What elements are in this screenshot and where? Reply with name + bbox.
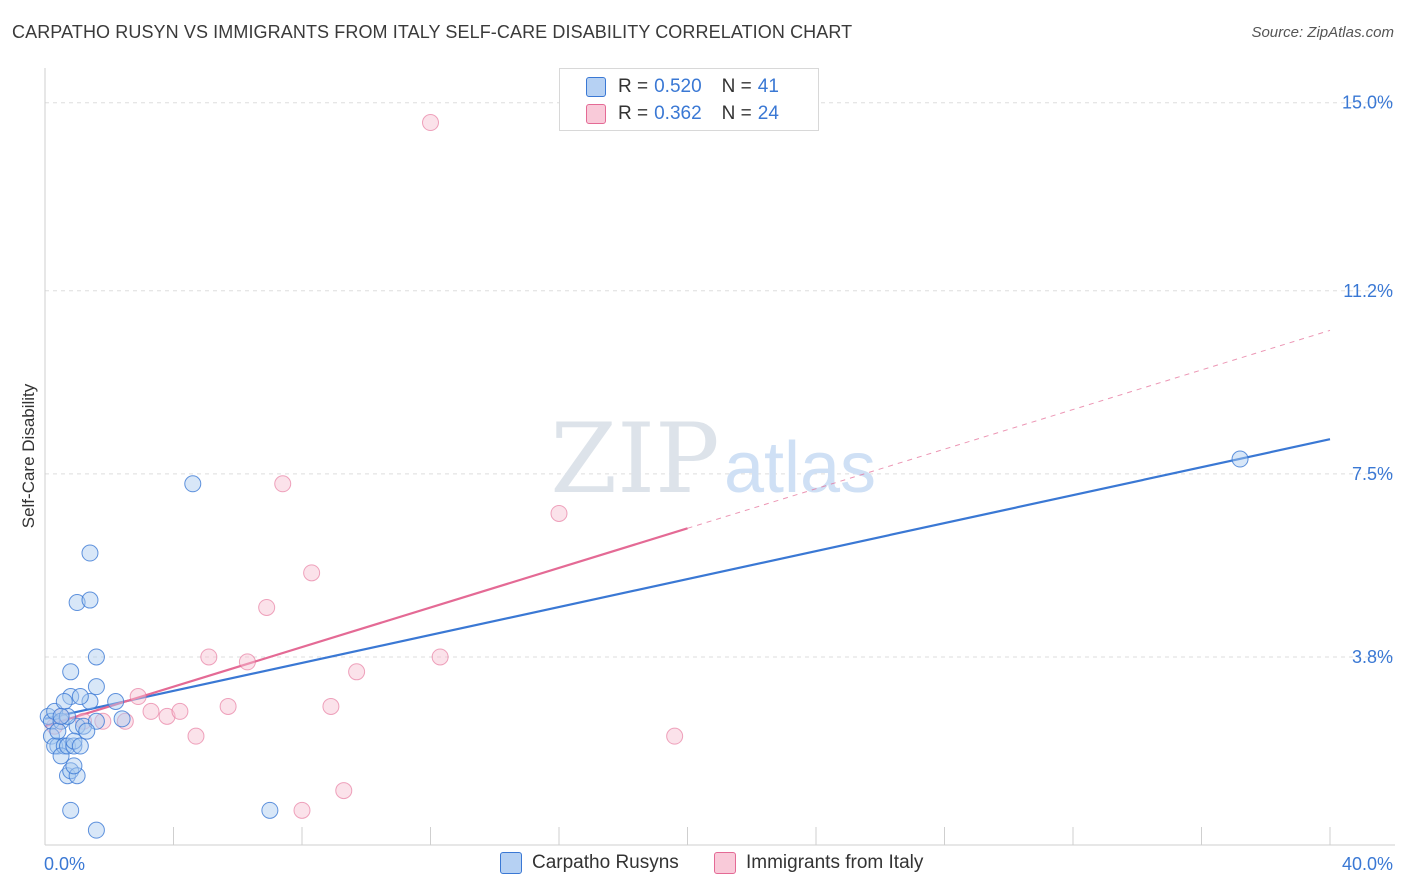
data-point-italy xyxy=(293,801,311,819)
series-immigrants-from-italy xyxy=(46,114,684,819)
bottom-legend-carpatho-rusyns: Carpatho Rusyns xyxy=(500,852,679,874)
series-carpatho-rusyns xyxy=(39,450,1249,839)
data-point-rusyn xyxy=(78,722,96,740)
data-point-italy xyxy=(116,712,134,730)
trend-line-immigrants-from-italy xyxy=(44,527,688,728)
correlation-legend: R = 0.520 N = 41 R = 0.362 N = 24 xyxy=(559,68,819,131)
data-point-italy xyxy=(335,782,353,800)
legend-row-carpatho-rusyns: R = 0.520 N = 41 xyxy=(586,74,779,100)
x-tick-label-max: 40.0% xyxy=(1342,854,1393,874)
trend-line-carpatho-rusyns xyxy=(44,438,1331,720)
data-point-italy xyxy=(129,688,147,706)
data-point-rusyn xyxy=(184,475,202,493)
bottom-legend-label: Immigrants from Italy xyxy=(746,852,924,873)
data-point-italy xyxy=(666,727,684,745)
data-point-rusyn xyxy=(87,821,105,839)
data-point-italy xyxy=(258,598,276,616)
data-point-italy xyxy=(200,648,218,666)
tick-labels: 3.8% 7.5% 11.2% 15.0% 0.0% 40.0% xyxy=(44,93,1393,874)
bottom-legend-swatch-pink xyxy=(714,852,736,874)
data-point-rusyn xyxy=(68,767,86,785)
y-tick-label: 11.2% xyxy=(1343,281,1393,301)
data-point-rusyn xyxy=(65,737,83,755)
data-point-italy xyxy=(94,712,112,730)
data-point-italy xyxy=(550,504,568,522)
x-tick-label-min: 0.0% xyxy=(44,854,85,874)
data-point-rusyn xyxy=(81,591,99,609)
data-point-italy xyxy=(171,702,189,720)
legend-r-label: R = xyxy=(618,103,649,124)
data-point-rusyn xyxy=(261,801,279,819)
y-tick-label: 7.5% xyxy=(1352,464,1393,484)
legend-row-immigrants-from-italy: R = 0.362 N = 24 xyxy=(586,101,779,127)
legend-r-value: 0.520 xyxy=(654,76,702,97)
legend-swatch-blue xyxy=(586,77,606,97)
legend-r-value: 0.362 xyxy=(654,103,702,124)
bottom-legend-label: Carpatho Rusyns xyxy=(532,852,679,873)
data-point-italy xyxy=(322,697,340,715)
legend-n-label: N = xyxy=(721,76,752,97)
data-point-italy xyxy=(142,702,160,720)
data-point-rusyn xyxy=(52,747,70,765)
data-point-rusyn xyxy=(42,712,60,730)
bottom-legend-swatch-blue xyxy=(500,852,522,874)
data-point-italy xyxy=(303,564,321,582)
source-credit: Source: ZipAtlas.com xyxy=(1251,24,1394,41)
data-point-italy xyxy=(219,697,237,715)
data-point-italy xyxy=(238,653,256,671)
data-point-rusyn xyxy=(62,663,80,681)
trend-lines xyxy=(44,329,1331,728)
data-point-rusyn xyxy=(107,692,125,710)
data-point-rusyn xyxy=(68,594,86,612)
data-point-italy xyxy=(158,707,176,725)
data-point-rusyn xyxy=(58,707,76,725)
data-point-rusyn xyxy=(52,707,70,725)
y-tick-label: 15.0% xyxy=(1342,93,1393,113)
legend-n-value: 41 xyxy=(757,76,779,97)
gridlines xyxy=(45,102,1395,658)
data-point-rusyn xyxy=(71,688,89,706)
data-point-rusyn xyxy=(55,692,73,710)
data-point-italy xyxy=(348,663,366,681)
y-tick-label: 3.8% xyxy=(1352,647,1393,667)
watermark-zip: ZIP xyxy=(550,403,719,515)
data-point-rusyn xyxy=(65,757,83,775)
data-point-rusyn xyxy=(113,710,131,728)
legend-n-label: N = xyxy=(721,103,752,124)
data-point-italy xyxy=(187,727,205,745)
data-point-rusyn xyxy=(87,648,105,666)
data-point-rusyn xyxy=(81,544,99,562)
data-point-rusyn xyxy=(71,737,89,755)
data-point-rusyn xyxy=(87,678,105,696)
y-axis-label: Self-Care Disability xyxy=(19,383,38,528)
axes xyxy=(44,68,1395,846)
data-point-italy xyxy=(274,475,292,493)
data-point-italy xyxy=(422,114,439,132)
bottom-legend-immigrants-from-italy: Immigrants from Italy xyxy=(714,852,923,874)
watermark-atlas: atlas xyxy=(724,428,876,508)
trend-line-italy-extrapolated xyxy=(687,329,1331,529)
data-point-rusyn xyxy=(49,722,67,740)
data-point-rusyn xyxy=(58,767,76,785)
legend-n-value: 24 xyxy=(757,103,779,124)
data-point-rusyn xyxy=(1231,450,1249,468)
data-point-rusyn xyxy=(75,717,93,735)
data-point-italy xyxy=(431,648,449,666)
data-point-rusyn xyxy=(81,692,99,710)
data-point-rusyn xyxy=(62,801,80,819)
legend-swatch-pink xyxy=(586,104,606,124)
chart-title: CARPATHO RUSYN VS IMMIGRANTS FROM ITALY … xyxy=(12,22,853,42)
legend-r-label: R = xyxy=(618,76,649,97)
